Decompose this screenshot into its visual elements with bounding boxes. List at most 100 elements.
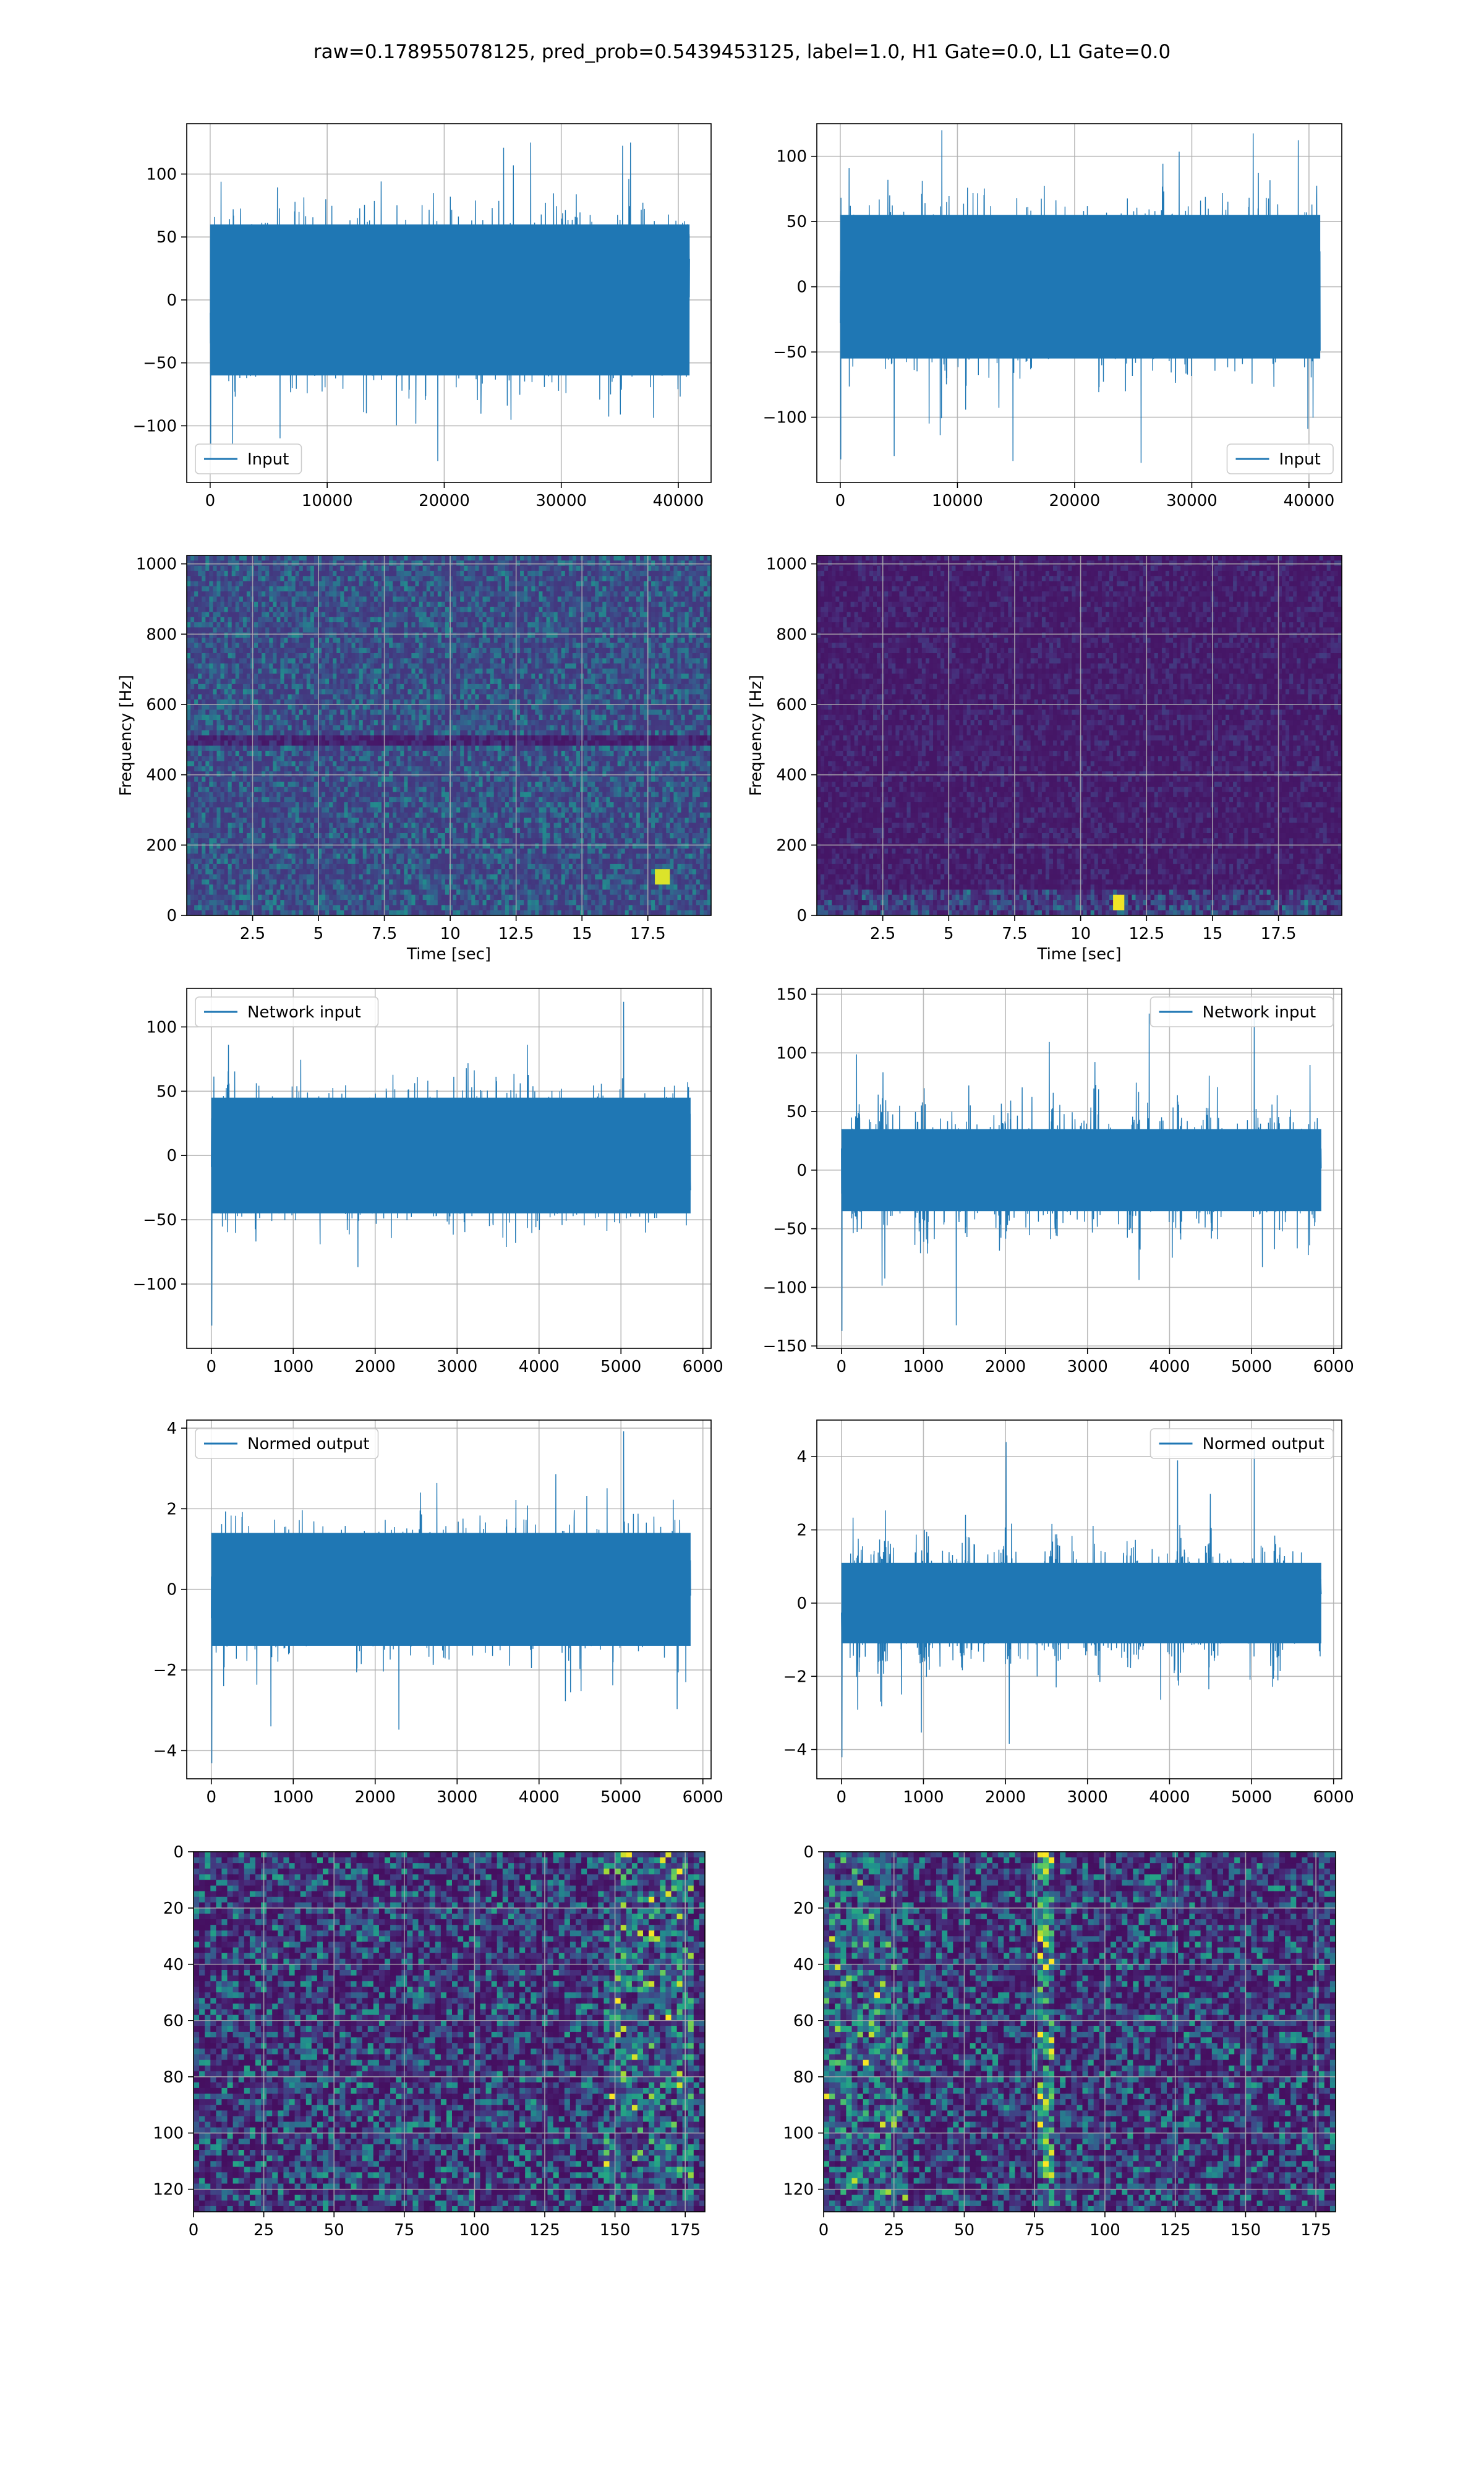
spec-h1-cell xyxy=(539,570,544,576)
spec-h1-cell xyxy=(422,596,427,602)
spec-h1-cell xyxy=(707,709,712,716)
spec-h1-cell xyxy=(329,720,333,726)
spec-h1-cell xyxy=(295,668,300,674)
spec-h1-cell xyxy=(707,658,712,664)
spec-h1-cell xyxy=(187,607,191,612)
spec-h1-cell xyxy=(209,730,213,736)
spec-h1-cell xyxy=(617,622,622,628)
spec-h1-cell xyxy=(565,709,569,716)
spec-h1-cell xyxy=(699,648,704,654)
spec-h1-cell xyxy=(239,653,244,659)
spec-h1-cell xyxy=(659,678,663,685)
spec-h1-cell xyxy=(348,617,352,623)
spec-h1-cell xyxy=(479,678,484,685)
spec-h1-cell xyxy=(666,555,670,561)
spec-h1-cell xyxy=(516,648,521,654)
spec-h1-cell xyxy=(299,627,304,633)
spec-h1-cell xyxy=(684,648,689,654)
spec-h1-cell xyxy=(224,699,229,705)
spec-h1-cell xyxy=(449,632,453,638)
spec-h1-cell xyxy=(322,601,326,607)
spec-h1-cell xyxy=(322,658,326,664)
spec-h1-cell xyxy=(613,627,618,633)
spec-h1-cell xyxy=(306,725,311,731)
spec-h1-cell xyxy=(449,653,453,659)
spec-h1-cell xyxy=(490,638,495,643)
spec-h1-cell xyxy=(524,648,528,654)
spec-h1-cell xyxy=(591,596,595,602)
spec-h1-cell xyxy=(696,648,701,654)
spec-h1-cell xyxy=(329,627,333,633)
spec-h1-cell xyxy=(276,699,281,705)
spec-h1-cell xyxy=(348,565,352,571)
input-h1-xtick-label-1: 10000 xyxy=(302,492,353,510)
spec-h1-cell xyxy=(606,560,611,567)
spec-h1-cell xyxy=(475,622,480,628)
spec-h1-cell xyxy=(288,560,292,567)
spec-h1-cell xyxy=(411,674,416,680)
spec-h1-cell xyxy=(527,730,532,736)
spec-h1-cell xyxy=(198,632,202,638)
spec-h1-cell xyxy=(202,591,206,597)
input-h1-xtick-label-0: 0 xyxy=(205,492,216,510)
spec-h1-cell xyxy=(288,683,292,690)
spec-h1-cell xyxy=(216,617,221,623)
spec-h1-cell xyxy=(269,689,273,695)
spec-h1-cell xyxy=(666,601,670,607)
spec-h1-cell xyxy=(295,617,300,623)
spec-h1-cell xyxy=(703,689,708,695)
spec-h1-cell xyxy=(258,632,262,638)
spec-h1-cell xyxy=(318,683,322,690)
spec-h1-cell xyxy=(239,555,244,561)
spec-h1-cell xyxy=(400,607,404,612)
spec-h1-cell xyxy=(377,658,382,664)
spec-h1-cell xyxy=(426,586,431,592)
spec-h1-cell xyxy=(396,725,401,731)
spec-h1-cell xyxy=(382,678,386,685)
spec-h1-cell xyxy=(393,581,397,587)
spec-h1-cell xyxy=(546,581,551,587)
spec-h1-cell xyxy=(553,653,558,659)
spec-h1-cell xyxy=(572,612,577,618)
spec-h1-cell xyxy=(621,704,626,710)
spec-h1-cell xyxy=(456,683,461,690)
spec-h1-cell xyxy=(370,638,375,643)
spec-h1-cell xyxy=(460,699,464,705)
spec-h1-cell xyxy=(527,596,532,602)
spec-h1-cell xyxy=(258,678,262,685)
spec-h1-cell xyxy=(520,586,524,592)
spec-h1-cell xyxy=(373,674,378,680)
spec-h1-cell xyxy=(433,730,438,736)
spec-h1-cell xyxy=(295,627,300,633)
spec-h1-cell xyxy=(224,648,229,654)
spec-h1-cell xyxy=(659,725,663,731)
spec-h1-cell xyxy=(295,683,300,690)
spec-h1-cell xyxy=(568,683,573,690)
spec-h1-cell xyxy=(527,699,532,705)
spec-h1-cell xyxy=(636,586,641,592)
spec-h1-cell xyxy=(673,622,678,628)
spec-h1-cell xyxy=(373,627,378,633)
spec-h1-cell xyxy=(313,699,318,705)
spec-h1-cell xyxy=(340,725,344,731)
spec-h1-cell xyxy=(419,560,424,567)
spec-h1-cell xyxy=(276,704,281,710)
spec-h1-cell xyxy=(475,601,480,607)
spec-h1-cell xyxy=(572,643,577,649)
spec-h1-cell xyxy=(576,560,581,567)
spec-h1-cell xyxy=(400,622,404,628)
spec-h1-cell xyxy=(220,643,225,649)
spec-h1-cell xyxy=(636,720,641,726)
spec-h1-cell xyxy=(617,653,622,659)
spec-h1-cell xyxy=(246,668,251,674)
spec-h1-cell xyxy=(393,668,397,674)
spec-h1-cell xyxy=(273,694,277,700)
spec-h1-cell xyxy=(475,668,480,674)
spec-h1-cell xyxy=(505,643,510,649)
spec-h1-cell xyxy=(524,576,528,582)
spec-h1-cell xyxy=(475,658,480,664)
spec-h1-cell xyxy=(242,663,247,669)
spec-h1-cell xyxy=(696,683,701,690)
spec-h1-cell xyxy=(202,627,206,633)
spec-h1-cell xyxy=(684,565,689,571)
